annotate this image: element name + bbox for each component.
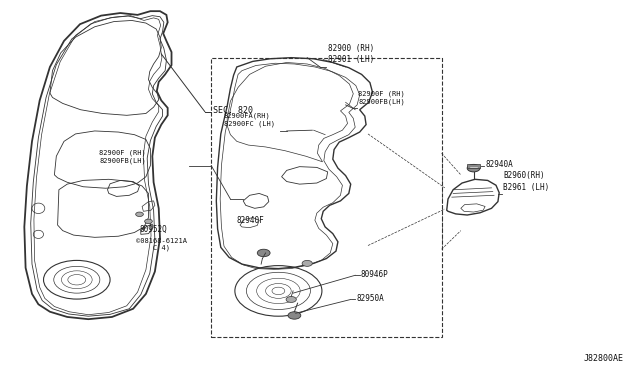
Circle shape <box>467 164 480 172</box>
Bar <box>211 58 442 337</box>
Text: SEC. 820: SEC. 820 <box>213 106 253 115</box>
Circle shape <box>257 249 270 257</box>
Circle shape <box>288 312 301 319</box>
Circle shape <box>302 260 312 266</box>
Bar <box>467 164 480 168</box>
Text: ©08168-6121A
    C 4): ©08168-6121A C 4) <box>136 238 187 251</box>
Text: B2960(RH)
B2961 (LH): B2960(RH) B2961 (LH) <box>503 171 549 192</box>
Text: 82900F (RH)
82900FB(LH): 82900F (RH) 82900FB(LH) <box>99 150 146 164</box>
Text: 82940A: 82940A <box>485 160 513 169</box>
Text: 82900FA(RH)
82900FC (LH): 82900FA(RH) 82900FC (LH) <box>224 113 275 127</box>
Text: 82940F: 82940F <box>237 216 264 225</box>
Circle shape <box>136 212 143 217</box>
Circle shape <box>145 219 152 224</box>
Text: J82800AE: J82800AE <box>584 354 624 363</box>
Text: 82900 (RH)
82901 (LH): 82900 (RH) 82901 (LH) <box>328 44 374 64</box>
Circle shape <box>286 296 296 302</box>
Text: 80952Q: 80952Q <box>140 225 167 234</box>
Text: 82950A: 82950A <box>356 294 384 303</box>
Text: 82900F (RH)
82900FB(LH): 82900F (RH) 82900FB(LH) <box>358 90 405 105</box>
Text: 80946P: 80946P <box>361 270 388 279</box>
